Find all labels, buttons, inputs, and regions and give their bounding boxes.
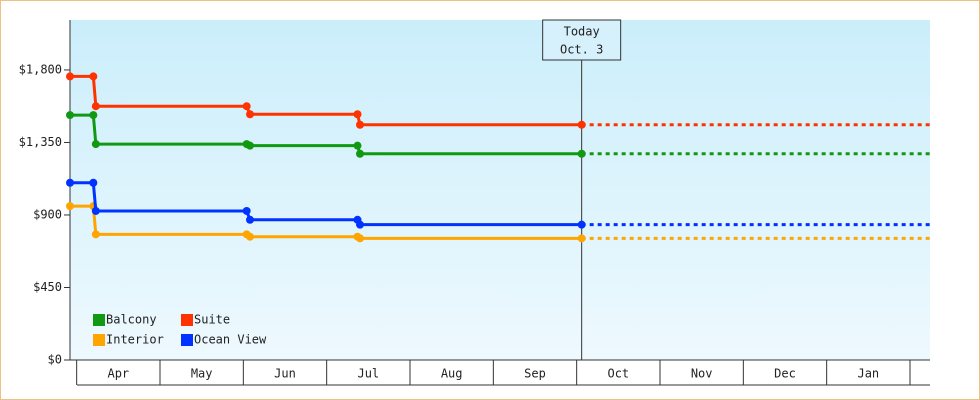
x-tick-label: Sep bbox=[524, 367, 546, 381]
point bbox=[242, 206, 251, 215]
point bbox=[577, 120, 586, 129]
point bbox=[246, 141, 254, 150]
legend-swatch bbox=[93, 314, 105, 326]
legend-swatch bbox=[181, 314, 193, 326]
point bbox=[89, 72, 98, 81]
x-tick-label: Oct bbox=[607, 367, 629, 381]
today-label: Oct. 3 bbox=[560, 43, 603, 57]
point bbox=[89, 111, 98, 120]
point bbox=[242, 102, 251, 111]
x-tick-label: Apr bbox=[107, 367, 129, 381]
point bbox=[91, 206, 100, 215]
x-tick-label: Jan bbox=[857, 367, 879, 381]
point bbox=[356, 234, 364, 243]
legend-label: Balcony bbox=[106, 313, 157, 327]
x-tick-label: May bbox=[191, 367, 213, 381]
legend-label: Suite bbox=[194, 313, 230, 327]
point bbox=[89, 178, 98, 187]
legend-swatch bbox=[93, 334, 105, 346]
legend-label: Ocean View bbox=[194, 333, 267, 347]
y-tick-label: $1,350 bbox=[19, 135, 62, 149]
point bbox=[66, 72, 74, 81]
x-tick-label: Nov bbox=[691, 367, 713, 381]
x-tick-label: Jul bbox=[357, 367, 379, 381]
point bbox=[91, 140, 100, 149]
point bbox=[91, 230, 100, 239]
point bbox=[356, 120, 364, 129]
point bbox=[353, 110, 362, 119]
x-tick-label: Jun bbox=[274, 367, 296, 381]
point bbox=[246, 232, 254, 241]
point bbox=[66, 111, 74, 120]
point bbox=[66, 202, 74, 211]
x-tick-label: Dec bbox=[774, 367, 796, 381]
today-box bbox=[542, 19, 622, 61]
today-label: Today bbox=[564, 25, 600, 39]
point bbox=[577, 149, 586, 158]
point bbox=[356, 220, 364, 229]
point bbox=[577, 220, 586, 229]
legend-swatch bbox=[181, 334, 193, 346]
legend-label: Interior bbox=[106, 333, 164, 347]
y-tick-label: $0 bbox=[48, 353, 62, 367]
point bbox=[577, 234, 586, 243]
y-tick-label: $900 bbox=[33, 207, 62, 221]
y-tick-label: $450 bbox=[33, 280, 62, 294]
point bbox=[356, 149, 364, 158]
plot-area bbox=[70, 20, 930, 360]
point bbox=[91, 102, 100, 111]
x-tick-label: Aug bbox=[441, 367, 463, 381]
point bbox=[246, 110, 254, 119]
point bbox=[353, 141, 362, 150]
point bbox=[66, 178, 74, 187]
point bbox=[246, 215, 254, 224]
y-tick-label: $1,800 bbox=[19, 62, 62, 76]
